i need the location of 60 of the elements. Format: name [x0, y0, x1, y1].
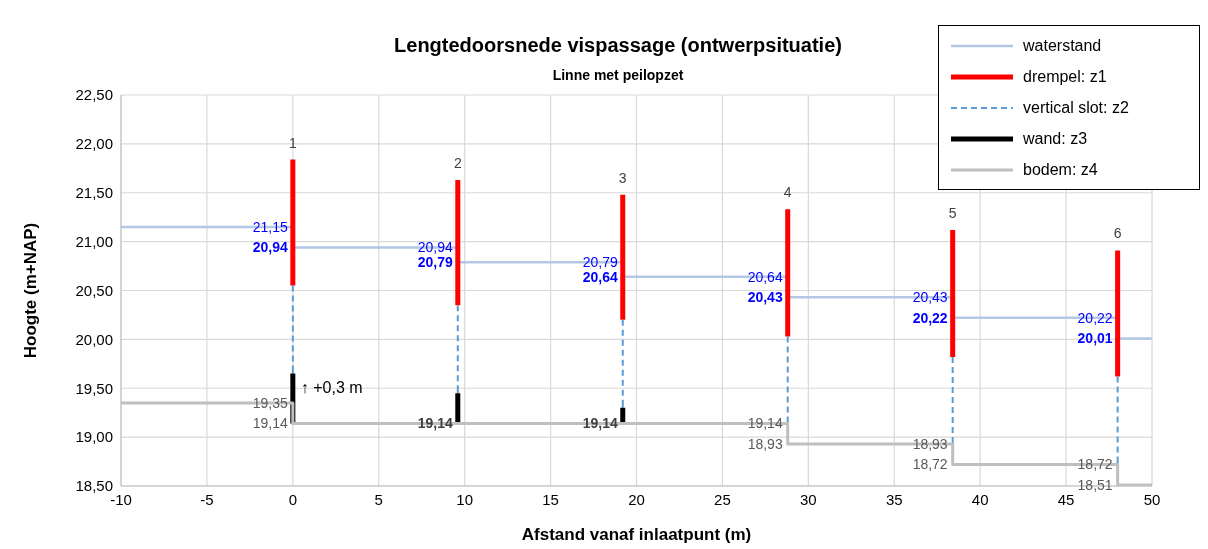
annotation: 18,93	[747, 435, 783, 452]
annotation: 19,14	[252, 415, 289, 432]
annotation: 4	[783, 184, 792, 201]
y-axis-title: Hoogte (m+NAP)	[21, 222, 40, 359]
x-tick-label: 30	[799, 490, 817, 508]
x-tick-label: 10	[456, 490, 474, 508]
annotation: 20,94	[417, 239, 453, 256]
y-tick-label: 22,00	[75, 135, 113, 153]
x-tick-label: 15	[542, 490, 559, 508]
annotation: 19,14	[582, 415, 618, 432]
annotation: 20,64	[582, 268, 618, 285]
y-tick-label: 21,50	[75, 184, 113, 202]
x-tick-label: 45	[1057, 490, 1075, 508]
annotation: 18,72	[912, 456, 948, 473]
annotation: 19,35	[252, 394, 289, 411]
annotation: 1	[288, 134, 297, 151]
annotation: 21,15	[252, 218, 289, 235]
annotation: 5	[948, 204, 957, 221]
x-axis-title: Afstand vanaf inlaatpunt (m)	[521, 525, 752, 544]
legend-label: vertical slot: z2	[1023, 98, 1129, 117]
x-tick-label: 5	[374, 490, 383, 508]
annotation: 2	[453, 155, 462, 172]
annotation: 20,94	[252, 239, 289, 256]
x-tick-label: -5	[200, 490, 214, 508]
legend-label: bodem: z4	[1023, 160, 1098, 179]
y-tick-label: 20,00	[75, 330, 113, 348]
x-tick-label: 35	[885, 490, 903, 508]
x-tick-label: -10	[110, 490, 132, 508]
annotation: 20,01	[1077, 330, 1113, 347]
annotation: 19,14	[747, 415, 783, 432]
chart-subtitle: Linne met peilopzet	[552, 67, 684, 83]
annotation: ↑ +0,3 m	[300, 379, 363, 397]
annotation: 6	[1113, 225, 1122, 242]
annotation: 20,79	[417, 254, 453, 271]
annotation: 20,43	[912, 289, 948, 306]
annotation: 18,72	[1077, 456, 1113, 473]
annotation: 20,22	[1077, 309, 1113, 326]
x-tick-label: 25	[714, 490, 731, 508]
annotation: 20,64	[747, 268, 783, 285]
y-tick-label: 22,50	[75, 86, 113, 104]
annotation: 20,43	[747, 289, 783, 306]
x-tick-label: 0	[288, 490, 298, 508]
y-tick-label: 19,50	[75, 379, 113, 397]
annotation: 19,14	[417, 415, 453, 432]
y-tick-label: 19,00	[75, 428, 113, 446]
legend-label: waterstand	[1023, 36, 1102, 55]
annotation: 20,79	[582, 254, 618, 271]
y-tick-label: 20,50	[75, 281, 113, 299]
y-tick-label: 21,00	[75, 232, 113, 250]
x-tick-label: 50	[1143, 490, 1161, 508]
annotation: 20,22	[912, 309, 948, 326]
annotation: 3	[618, 169, 627, 186]
legend-label: wand: z3	[1023, 129, 1088, 148]
annotation: 18,51	[1077, 477, 1113, 494]
legend-label: drempel: z1	[1023, 67, 1107, 86]
chart-title: Lengtedoorsnede vispassage (ontwerpsituatie)	[394, 34, 842, 56]
y-tick-label: 18,50	[75, 477, 113, 495]
annotation: 18,93	[912, 435, 948, 452]
x-tick-label: 20	[628, 490, 645, 508]
x-tick-label: 40	[971, 490, 989, 508]
